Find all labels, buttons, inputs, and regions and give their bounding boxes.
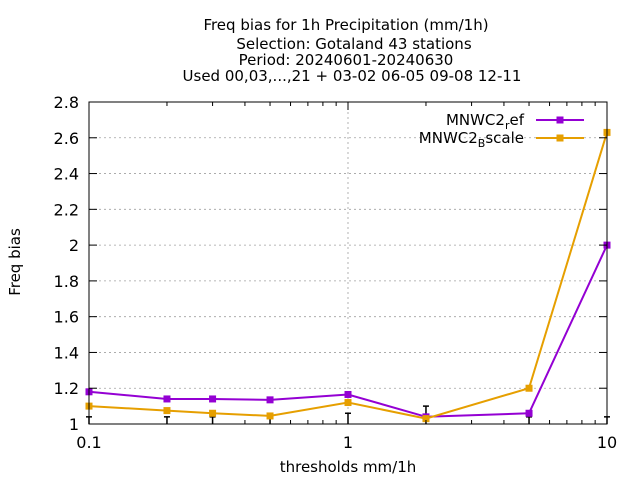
axis-ticks: 11.21.41.61.822.22.42.62.80.1 1 10	[54, 93, 618, 452]
series-point-2	[344, 399, 352, 407]
series-point-2	[163, 407, 171, 415]
series-point-1	[209, 395, 217, 403]
x-tick-label: 1	[343, 433, 353, 452]
x-tick-label: 10	[597, 433, 617, 452]
series-point-2	[525, 384, 533, 392]
y-tick-label: 1.6	[54, 308, 79, 327]
y-tick-label: 1.2	[54, 379, 79, 398]
title-line-4: Used 00,03,...,21 + 03-02 06-05 09-08 12…	[183, 67, 522, 85]
series-line-2	[88, 132, 608, 420]
series-point-1	[163, 395, 171, 403]
y-axis-label: Freq bias	[6, 228, 24, 296]
title-line-3: Period: 20240601-20240630	[239, 51, 454, 69]
title-line-2: Selection: Gotaland 43 stations	[236, 35, 471, 53]
legend-swatch-marker-2	[556, 134, 564, 142]
x-tick-label: 0.1	[76, 433, 101, 452]
series-point-2	[209, 409, 217, 417]
series-line-1	[88, 244, 608, 418]
legend-label-2: MNWC2Bscale	[419, 129, 524, 150]
y-tick-label: 2.8	[54, 93, 79, 112]
legend-swatch-marker-1	[556, 116, 564, 124]
y-tick-label: 2.4	[54, 165, 79, 184]
y-tick-label: 2.2	[54, 200, 79, 219]
grid	[89, 102, 607, 424]
series-point-2	[266, 412, 274, 420]
legend-label-1: MNWC2ref	[446, 111, 525, 132]
series-point-2	[422, 415, 430, 423]
y-tick-label: 2.6	[54, 129, 79, 148]
y-tick-label: 1.8	[54, 272, 79, 291]
series-point-1	[344, 390, 352, 398]
y-tick-label: 1	[69, 415, 79, 434]
x-axis-label: thresholds mm/1h	[280, 458, 417, 476]
title-line-1: Freq bias for 1h Precipitation (mm/1h)	[203, 16, 488, 34]
series-point-1	[525, 409, 533, 417]
series-point-1	[266, 396, 274, 404]
chart-title: Freq bias for 1h Precipitation (mm/1h) S…	[183, 16, 522, 85]
y-tick-label: 1.4	[54, 343, 79, 362]
y-tick-label: 2	[69, 236, 79, 255]
